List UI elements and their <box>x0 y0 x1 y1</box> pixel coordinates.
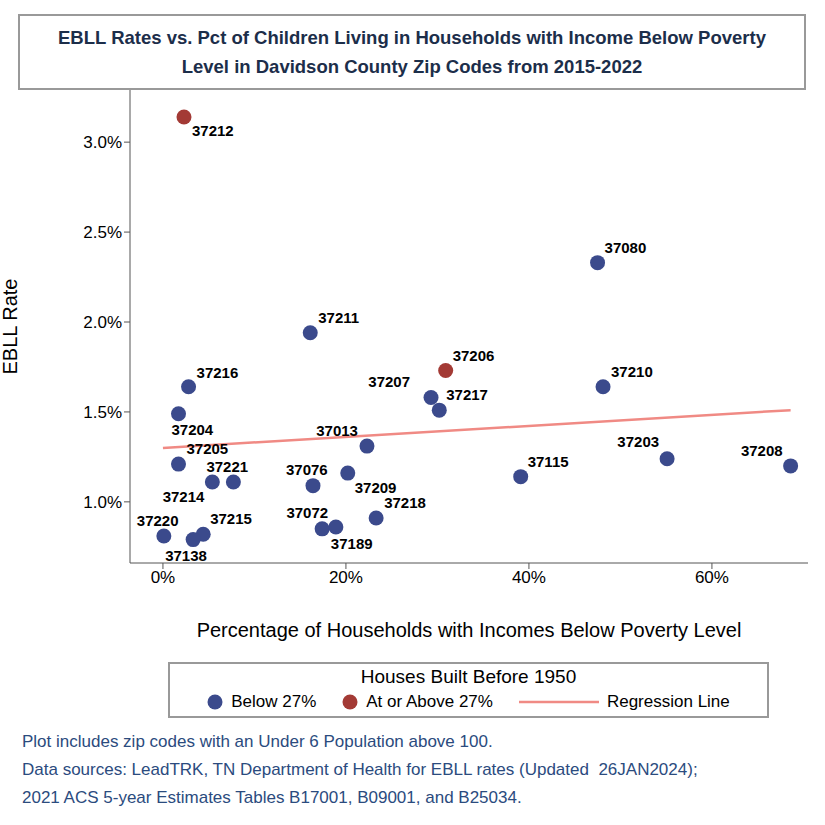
svg-text:37072: 37072 <box>286 504 328 521</box>
svg-text:37138: 37138 <box>165 547 207 563</box>
html-text:Level in Davidson County Zip C: Level in Davidson County Zip Codes from … <box>181 56 643 77</box>
svg-text:37216: 37216 <box>197 364 239 381</box>
svg-text:20%: 20% <box>329 568 363 587</box>
svg-text:37208: 37208 <box>741 442 783 459</box>
svg-text:Percentage of Households with: Percentage of Households with Incomes Be… <box>197 619 742 641</box>
svg-text:37220: 37220 <box>137 512 179 529</box>
svg-text:40%: 40% <box>512 568 546 587</box>
svg-text:37013: 37013 <box>316 422 358 439</box>
svg-text:37205: 37205 <box>186 440 228 457</box>
svg-text:1.5%: 1.5% <box>83 403 122 422</box>
svg-text:3.0%: 3.0% <box>83 133 122 152</box>
html-text:Plot includes zip codes with a: Plot includes zip codes with an Under 6 … <box>22 732 493 751</box>
svg-text:37203: 37203 <box>617 433 659 450</box>
svg-text:2.5%: 2.5% <box>83 223 122 242</box>
html-text:Houses Built Before 1950: Houses Built Before 1950 <box>360 666 577 687</box>
svg-text:37206: 37206 <box>453 347 495 364</box>
svg-text:37076: 37076 <box>286 461 328 478</box>
html-text:Regression Line: Regression Line <box>606 692 730 711</box>
html-text:2021 ACS 5-year Estimates Tabl: 2021 ACS 5-year Estimates Tables B17001,… <box>22 788 522 807</box>
svg-text:37217: 37217 <box>446 386 488 403</box>
svg-text:37080: 37080 <box>605 239 647 256</box>
svg-text:EBLL Rate: EBLL Rate <box>8 279 21 375</box>
svg-text:37212: 37212 <box>192 122 234 139</box>
svg-text:37215: 37215 <box>210 510 252 527</box>
svg-text:37204: 37204 <box>171 421 213 438</box>
svg-text:2.0%: 2.0% <box>83 313 122 332</box>
html-text:EBLL Rates vs. Pct of Children: EBLL Rates vs. Pct of Children Living in… <box>58 27 766 48</box>
svg-text:37221: 37221 <box>206 458 248 475</box>
svg-text:1.0%: 1.0% <box>83 493 122 512</box>
svg-text:37211: 37211 <box>318 309 359 326</box>
svg-text:37189: 37189 <box>331 535 373 552</box>
svg-text:37214: 37214 <box>163 488 205 505</box>
svg-text:37210: 37210 <box>611 363 653 380</box>
html-text:Below 27%: Below 27% <box>231 692 317 711</box>
svg-text:37209: 37209 <box>354 479 397 497</box>
html-text:At or Above 27%: At or Above 27% <box>366 692 493 711</box>
svg-text:37218: 37218 <box>384 494 426 511</box>
svg-text:37207: 37207 <box>368 373 410 390</box>
html-text:Data sources: LeadTRK, TN Depa: Data sources: LeadTRK, TN Department of … <box>22 760 698 779</box>
svg-text:0%: 0% <box>151 568 176 587</box>
svg-text:60%: 60% <box>695 568 729 587</box>
svg-text:37115: 37115 <box>528 453 569 470</box>
